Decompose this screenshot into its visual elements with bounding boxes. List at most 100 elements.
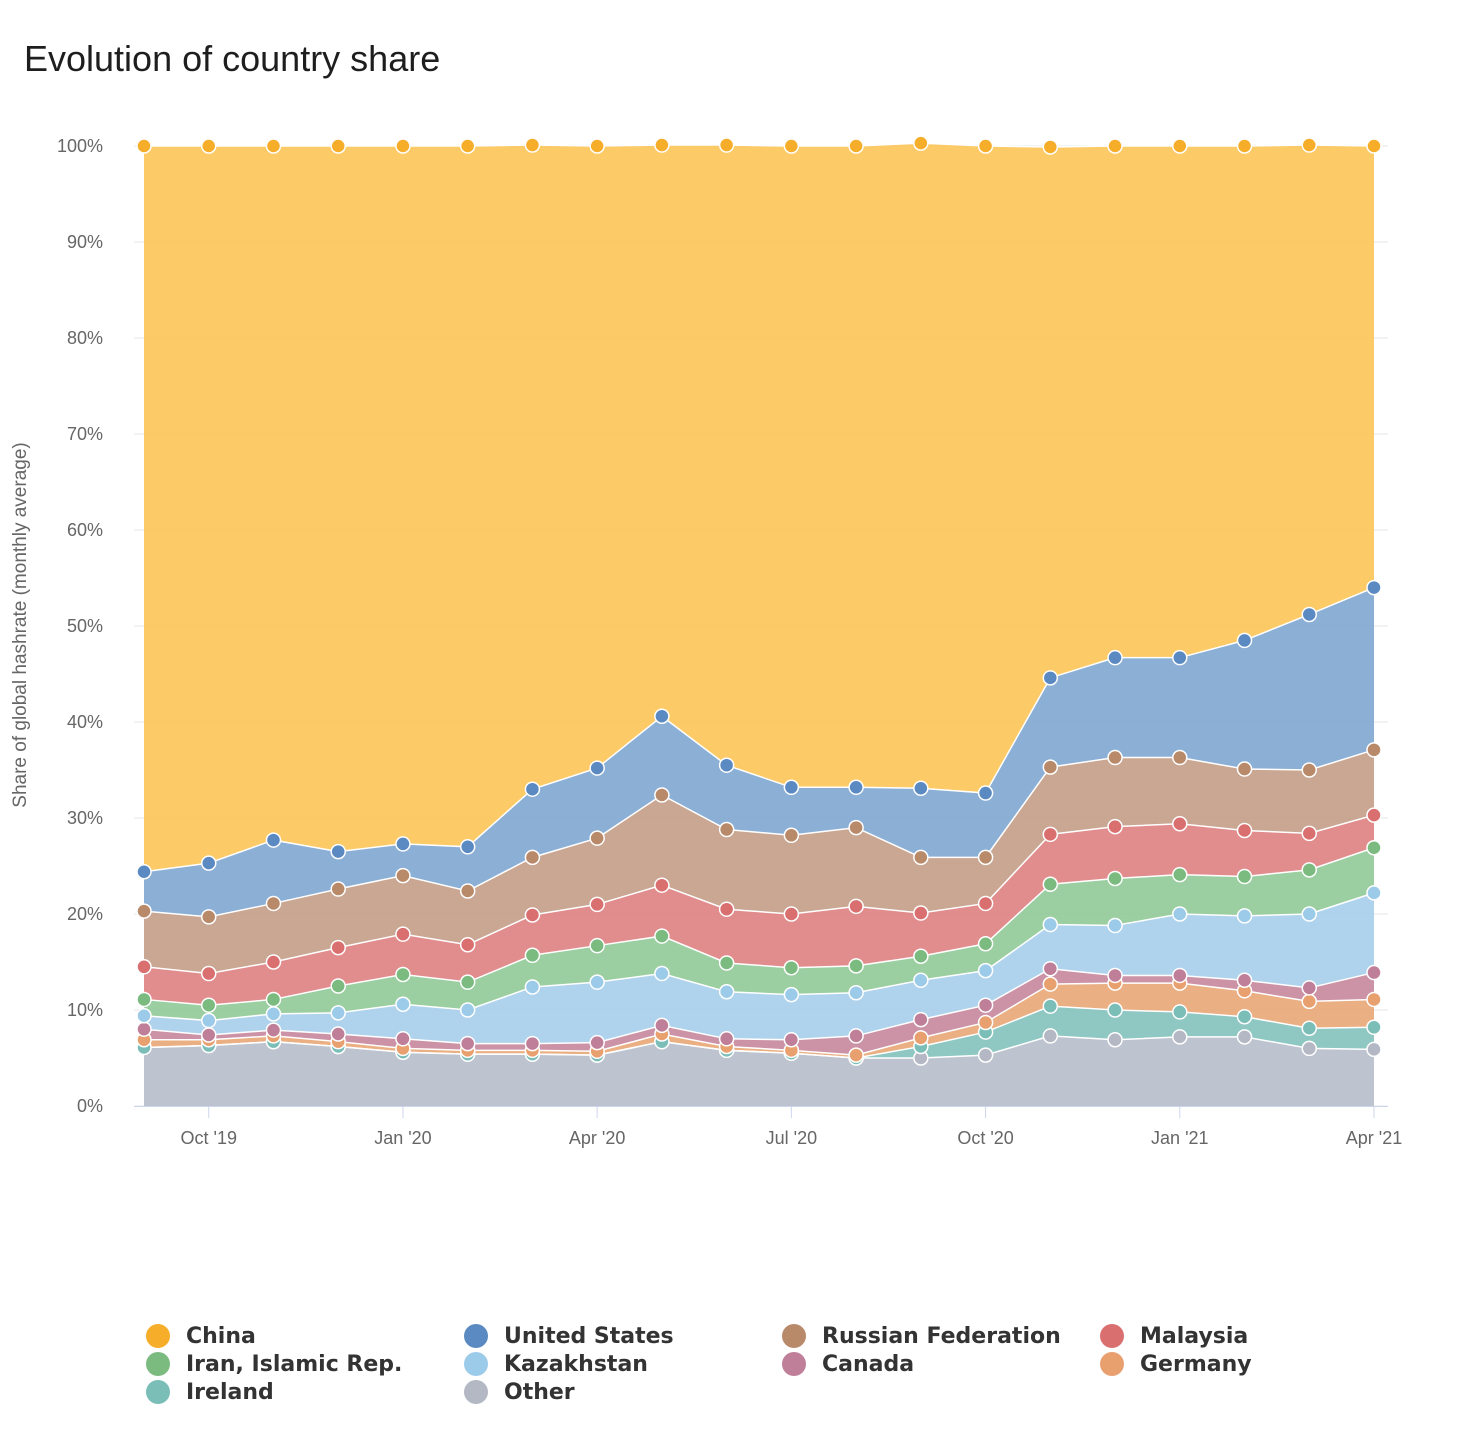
marker-iran-islamic-rep: [718, 955, 735, 971]
marker-canada: [1107, 967, 1123, 984]
marker-china: [1107, 138, 1123, 154]
marker-kazakhstan: [913, 972, 929, 988]
y-tick-label: 50%: [67, 616, 103, 636]
area-china: [144, 143, 1374, 872]
marker-ireland: [1172, 1004, 1188, 1020]
marker-ireland: [1107, 1002, 1123, 1018]
marker-united-states: [654, 708, 670, 724]
legend-item[interactable]: Ireland: [146, 1378, 464, 1406]
marker-united-states: [718, 757, 735, 773]
legend-item[interactable]: Iran, Islamic Rep.: [146, 1350, 464, 1378]
legend-item[interactable]: Other: [464, 1378, 782, 1406]
marker-canada: [848, 1028, 864, 1044]
marker-united-states: [136, 864, 152, 880]
marker-malaysia: [913, 905, 929, 921]
marker-canada: [200, 1027, 217, 1043]
marker-iran-islamic-rep: [913, 948, 929, 964]
area-kazakhstan: [144, 892, 1374, 1044]
legend-item[interactable]: Canada: [782, 1350, 1100, 1378]
legend-item[interactable]: Russian Federation: [782, 1322, 1100, 1350]
y-tick-label: 100%: [57, 136, 103, 156]
marker-russian-federation: [459, 883, 476, 899]
marker-malaysia: [718, 901, 735, 917]
marker-iran-islamic-rep: [977, 936, 994, 952]
marker-kazakhstan: [1301, 906, 1318, 922]
marker-other: [1107, 1032, 1123, 1048]
marker-russian-federation: [589, 830, 605, 846]
x-tick-label: Jul '20: [766, 1128, 817, 1148]
legend-item[interactable]: China: [146, 1322, 464, 1350]
area-united-states: [144, 587, 1374, 917]
marker-canada: [977, 997, 994, 1013]
marker-kazakhstan: [1172, 906, 1188, 922]
marker-canada: [1236, 972, 1253, 988]
marker-russian-federation: [200, 909, 217, 925]
legend-label: Ireland: [186, 1379, 274, 1405]
marker-russian-federation: [913, 849, 929, 866]
marker-kazakhstan: [977, 962, 994, 979]
marker-iran-islamic-rep: [265, 991, 282, 1008]
marker-iran-islamic-rep: [136, 991, 152, 1008]
area-iran-islamic-rep: [144, 847, 1374, 1021]
legend-item[interactable]: Germany: [1100, 1350, 1326, 1378]
marker-iran-islamic-rep: [524, 947, 541, 964]
marker-china: [654, 137, 670, 153]
legend-item[interactable]: Malaysia: [1100, 1322, 1326, 1350]
marker-russian-federation: [1042, 759, 1059, 775]
y-tick-label: 90%: [67, 232, 103, 252]
marker-china: [136, 138, 152, 154]
marker-other: [977, 1047, 994, 1063]
y-axis-label: Share of global hashrate (monthly averag…: [10, 442, 31, 807]
marker-china: [977, 138, 994, 154]
marker-kazakhstan: [848, 984, 864, 1001]
marker-malaysia: [1301, 825, 1318, 842]
marker-malaysia: [1107, 818, 1123, 835]
line-germany: [144, 982, 1375, 1056]
y-tick-label: 70%: [67, 424, 103, 444]
marker-kazakhstan: [1042, 916, 1059, 933]
x-tick-label: Oct '20: [957, 1128, 1013, 1148]
legend-item[interactable]: Kazakhstan: [464, 1350, 782, 1378]
marker-canada: [783, 1032, 800, 1048]
marker-china: [783, 138, 800, 154]
marker-kazakhstan: [589, 974, 605, 990]
marker-kazakhstan: [265, 1006, 282, 1022]
circle-icon: [1100, 1352, 1124, 1376]
marker-china: [589, 138, 605, 154]
marker-canada: [524, 1035, 541, 1052]
marker-china: [1172, 138, 1188, 154]
legend-item[interactable]: United States: [464, 1322, 782, 1350]
line-kazakhstan: [143, 892, 1375, 1022]
marker-kazakhstan: [330, 1005, 346, 1021]
marker-russian-federation: [783, 827, 800, 844]
marker-malaysia: [524, 907, 541, 923]
marker-united-states: [524, 781, 541, 797]
marker-malaysia: [136, 959, 152, 975]
marker-russian-federation: [265, 895, 282, 912]
marker-united-states: [200, 855, 217, 871]
legend-label: Canada: [822, 1351, 915, 1377]
marker-united-states: [1366, 579, 1382, 596]
marker-russian-federation: [524, 849, 541, 866]
marker-kazakhstan: [524, 979, 541, 995]
marker-united-states: [1042, 670, 1059, 686]
marker-germany: [1042, 976, 1059, 992]
y-tick-label: 60%: [67, 520, 103, 540]
marker-china: [1042, 139, 1059, 155]
marker-iran-islamic-rep: [1301, 862, 1318, 878]
marker-iran-islamic-rep: [330, 978, 346, 994]
marker-russian-federation: [654, 787, 670, 803]
marker-canada: [265, 1022, 282, 1038]
marker-russian-federation: [848, 819, 864, 836]
y-tick-label: 30%: [67, 808, 103, 828]
marker-united-states: [977, 785, 994, 801]
line-iran-islamic-rep: [143, 847, 1375, 1006]
marker-russian-federation: [136, 903, 152, 919]
marker-other: [1236, 1029, 1253, 1045]
marker-malaysia: [330, 939, 346, 956]
marker-russian-federation: [1236, 761, 1253, 777]
marker-iran-islamic-rep: [1172, 866, 1188, 883]
marker-germany: [1301, 993, 1318, 1010]
area-russian-federation: [144, 749, 1374, 974]
x-tick-label: Apr '20: [569, 1128, 625, 1148]
